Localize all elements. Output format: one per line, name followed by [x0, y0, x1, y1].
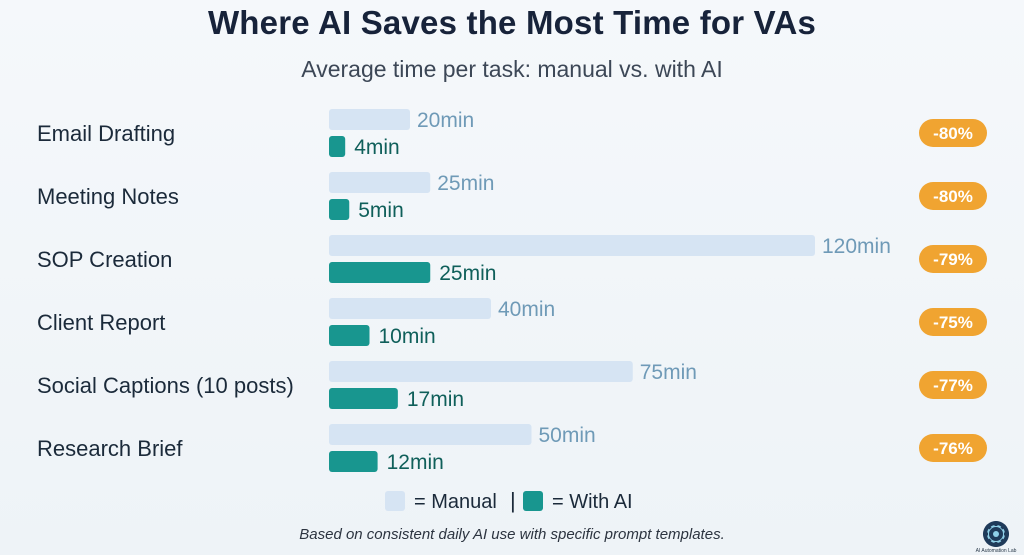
category-label: Client Report [37, 310, 165, 335]
savings-badge-label: -75% [933, 313, 973, 332]
legend-ai-swatch [523, 491, 543, 511]
legend-manual-swatch [385, 491, 405, 511]
ai-bar [329, 451, 378, 472]
legend-ai-label: = With AI [552, 491, 633, 513]
footnote: Based on consistent daily AI use with sp… [299, 526, 725, 543]
legend-manual-label: = Manual [414, 491, 497, 513]
ai-value-label: 5min [358, 199, 404, 222]
manual-value-label: 20min [417, 109, 474, 132]
ai-value-label: 10min [379, 325, 436, 348]
ai-bar [329, 325, 370, 346]
savings-badge-label: -80% [933, 124, 973, 143]
manual-value-label: 40min [498, 298, 555, 321]
savings-badge [919, 434, 987, 462]
ai-bar [329, 262, 431, 283]
manual-value-label: 25min [437, 172, 494, 195]
manual-bar [329, 424, 532, 445]
savings-badge-label: -79% [933, 250, 973, 269]
manual-value-label: 50min [539, 424, 596, 447]
manual-value-label: 120min [822, 235, 891, 258]
brain-logo-icon [983, 521, 1009, 547]
savings-badge [919, 371, 987, 399]
category-label: Social Captions (10 posts) [37, 373, 294, 398]
category-label: Email Drafting [37, 121, 175, 146]
legend-separator: | [510, 488, 516, 513]
savings-badge-label: -77% [933, 376, 973, 395]
chart-title: Where AI Saves the Most Time for VAs [207, 4, 817, 41]
savings-badge-label: -76% [933, 439, 973, 458]
ai-value-label: 17min [407, 388, 464, 411]
savings-badge [919, 119, 987, 147]
category-label: Meeting Notes [37, 184, 179, 209]
ai-value-label: 25min [439, 262, 496, 285]
manual-bar [329, 361, 633, 382]
ai-bar [329, 136, 346, 157]
savings-badge [919, 308, 987, 336]
manual-bar [329, 109, 410, 130]
ai-bar [329, 199, 350, 220]
ai-value-label: 12min [387, 451, 444, 474]
logo-text: AI Automation Lab [975, 548, 1017, 554]
manual-bar [329, 298, 491, 319]
savings-badge [919, 182, 987, 210]
savings-badge [919, 245, 987, 273]
ai-value-label: 4min [354, 136, 400, 159]
manual-value-label: 75min [640, 361, 697, 384]
ai-bar [329, 388, 398, 409]
category-label: SOP Creation [37, 247, 172, 272]
manual-bar [329, 172, 431, 193]
manual-bar [329, 235, 815, 256]
savings-badge-label: -80% [933, 187, 973, 206]
category-label: Research Brief [37, 436, 183, 461]
chart-subtitle: Average time per task: manual vs. with A… [301, 56, 723, 82]
